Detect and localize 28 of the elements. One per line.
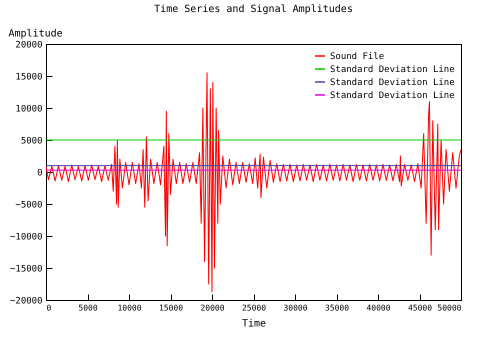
- x-tick-label: 40000: [366, 304, 391, 312]
- x-tick-label: 45000: [408, 304, 432, 312]
- legend-label: Standard Deviation Line: [330, 78, 455, 88]
- y-tick-label: −5000: [15, 200, 42, 210]
- y-tick-label: 15000: [15, 72, 42, 82]
- y-tick-label: −15000: [10, 264, 42, 274]
- x-tick-label: 0: [46, 304, 52, 312]
- legend-label: Sound File: [330, 52, 384, 62]
- y-tick-label: −20000: [10, 296, 42, 306]
- x-tick-label: 5000: [78, 304, 98, 312]
- x-tick-label: 30000: [283, 304, 308, 312]
- x-axis-title: Time: [242, 318, 266, 330]
- chart-title: Time Series and Signal Amplitudes: [154, 4, 353, 15]
- y-tick-label: 0: [37, 168, 42, 178]
- y-tick-label: −10000: [10, 232, 42, 242]
- x-tick-label: 35000: [324, 304, 350, 312]
- y-tick-label: 20000: [15, 40, 42, 50]
- x-tick-label: 25000: [242, 304, 266, 312]
- legend-label: Standard Deviation Line: [330, 91, 455, 101]
- y-tick-label: 10000: [15, 104, 42, 114]
- x-tick-label: 50000: [437, 304, 462, 312]
- x-tick-label: 20000: [200, 304, 225, 312]
- legend-label: Standard Deviation Line: [330, 65, 455, 75]
- x-tick-label: 15000: [158, 304, 184, 312]
- line-series: [46, 72, 461, 292]
- x-tick-label: 10000: [117, 304, 142, 312]
- y-axis-title: Amplitude: [8, 28, 63, 40]
- y-tick-label: 5000: [20, 136, 42, 146]
